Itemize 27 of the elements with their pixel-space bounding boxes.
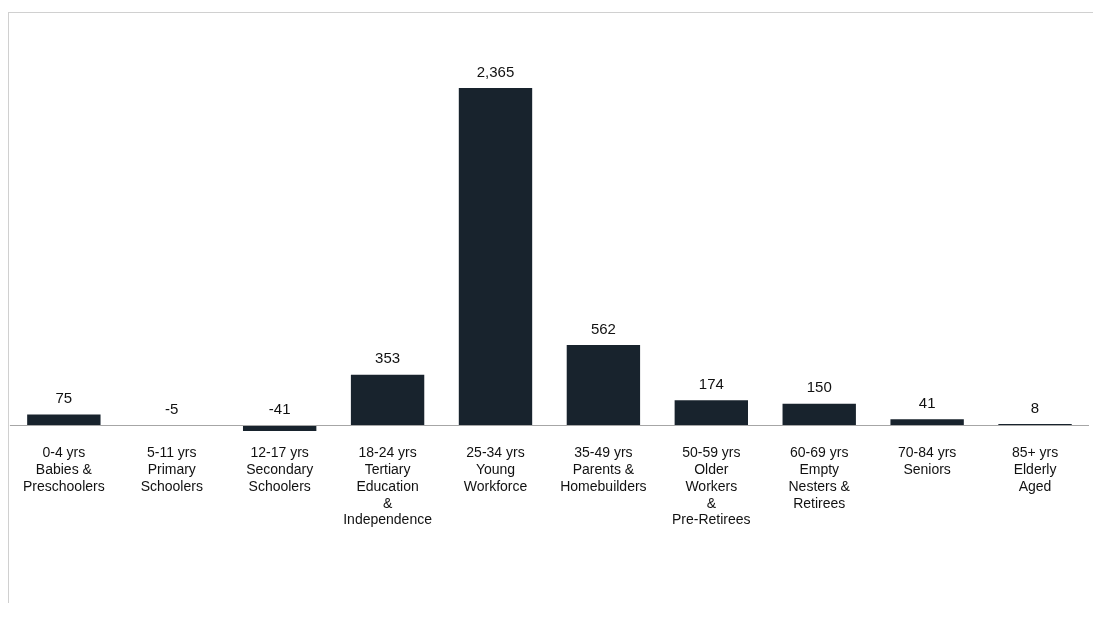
x-tick-label: 85+ yrs Elderly Aged [1011, 444, 1059, 494]
bar [458, 88, 533, 426]
x-tick-label: 25-34 yrs Young Workforce [463, 444, 528, 494]
x-tick-label: 12-17 yrs Secondary Schoolers [246, 444, 314, 494]
x-tick-label: 35-49 yrs Parents & Homebuilders [560, 444, 647, 494]
bar [350, 374, 425, 426]
data-label: -41 [268, 399, 291, 417]
x-tick-label: 0-4 yrs Babies & Preschoolers [23, 444, 105, 494]
data-label: 2,365 [476, 62, 515, 80]
x-tick-label: 70-84 yrs Seniors [897, 444, 957, 478]
bar [566, 345, 641, 426]
data-label: 41 [918, 393, 936, 411]
bar [890, 419, 964, 426]
bar [674, 400, 748, 426]
x-tick-label: 60-69 yrs Empty Nesters & Retirees [788, 444, 851, 511]
bar [27, 414, 101, 426]
data-label: 75 [55, 389, 73, 407]
data-label: 562 [590, 319, 616, 337]
x-tick-label: 5-11 yrs Primary Schoolers [140, 444, 203, 494]
data-label: 174 [698, 374, 724, 392]
x-tick-label: 18-24 yrs Tertiary Education & Independence [343, 444, 433, 528]
data-label: -5 [165, 399, 179, 417]
x-tick-label: 50-59 yrs Older Workers & Pre-Retirees [672, 444, 751, 528]
data-label: 353 [375, 349, 401, 367]
data-label: 150 [806, 378, 832, 396]
data-label: 8 [1030, 398, 1040, 416]
bar [782, 403, 856, 426]
